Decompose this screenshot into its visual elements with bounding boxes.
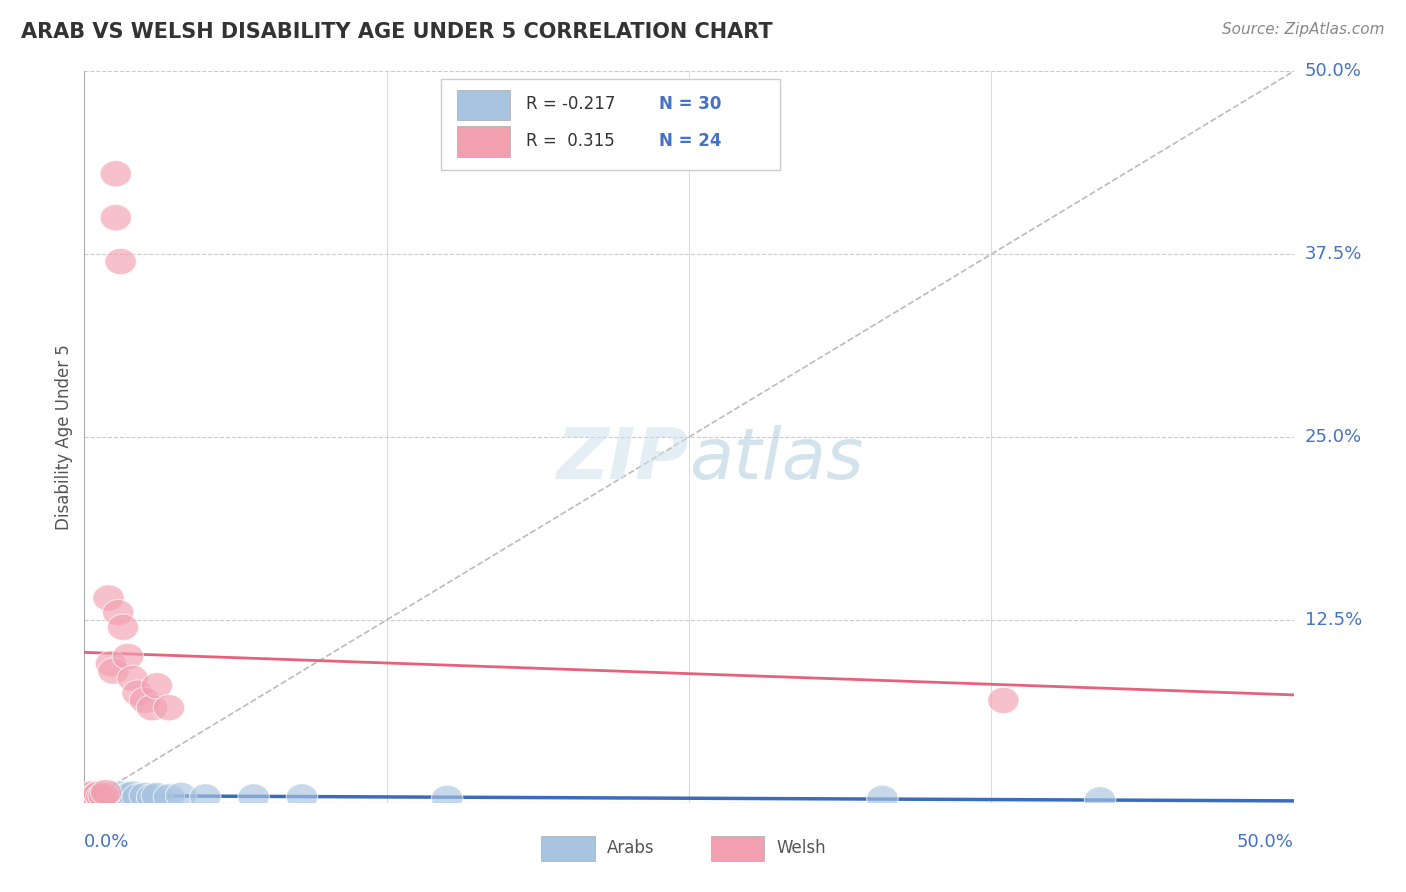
Ellipse shape <box>83 782 115 809</box>
Ellipse shape <box>987 687 1019 714</box>
Ellipse shape <box>190 784 221 810</box>
Text: 50.0%: 50.0% <box>1305 62 1361 80</box>
Text: Source: ZipAtlas.com: Source: ZipAtlas.com <box>1222 22 1385 37</box>
Ellipse shape <box>93 585 124 611</box>
Ellipse shape <box>79 784 110 810</box>
Text: Arabs: Arabs <box>607 839 654 857</box>
Ellipse shape <box>105 780 136 807</box>
Ellipse shape <box>103 599 134 626</box>
Ellipse shape <box>136 695 167 721</box>
FancyBboxPatch shape <box>541 836 595 861</box>
Ellipse shape <box>89 782 120 809</box>
Ellipse shape <box>166 782 197 809</box>
FancyBboxPatch shape <box>441 78 780 170</box>
Ellipse shape <box>153 784 184 810</box>
Ellipse shape <box>73 782 105 809</box>
Ellipse shape <box>112 643 143 670</box>
Text: 37.5%: 37.5% <box>1305 245 1362 263</box>
Text: 50.0%: 50.0% <box>1237 833 1294 851</box>
Ellipse shape <box>80 784 112 810</box>
Ellipse shape <box>103 782 134 809</box>
Text: Welsh: Welsh <box>776 839 825 857</box>
Ellipse shape <box>136 784 167 810</box>
Ellipse shape <box>96 650 127 677</box>
Text: ZIP: ZIP <box>557 425 689 493</box>
Ellipse shape <box>129 687 160 714</box>
Ellipse shape <box>80 782 112 809</box>
Text: ARAB VS WELSH DISABILITY AGE UNDER 5 CORRELATION CHART: ARAB VS WELSH DISABILITY AGE UNDER 5 COR… <box>21 22 773 42</box>
Ellipse shape <box>73 782 105 809</box>
Ellipse shape <box>117 780 149 807</box>
Ellipse shape <box>80 780 112 807</box>
Ellipse shape <box>90 782 122 809</box>
FancyBboxPatch shape <box>457 89 510 120</box>
Ellipse shape <box>141 673 173 699</box>
FancyBboxPatch shape <box>457 126 510 157</box>
Ellipse shape <box>105 248 136 275</box>
Ellipse shape <box>117 665 149 691</box>
Ellipse shape <box>1084 787 1116 813</box>
Y-axis label: Disability Age Under 5: Disability Age Under 5 <box>55 344 73 530</box>
Ellipse shape <box>76 784 107 810</box>
Ellipse shape <box>100 204 132 231</box>
Text: atlas: atlas <box>689 425 863 493</box>
Ellipse shape <box>287 784 318 810</box>
Text: R = -0.217: R = -0.217 <box>526 95 614 113</box>
Ellipse shape <box>141 782 173 809</box>
Ellipse shape <box>96 782 127 809</box>
Text: 12.5%: 12.5% <box>1305 611 1362 629</box>
Text: N = 24: N = 24 <box>659 132 721 150</box>
Text: 0.0%: 0.0% <box>84 833 129 851</box>
Ellipse shape <box>93 784 124 810</box>
Ellipse shape <box>107 784 139 810</box>
Ellipse shape <box>122 680 153 706</box>
Ellipse shape <box>90 780 122 805</box>
Ellipse shape <box>76 780 107 807</box>
Ellipse shape <box>129 782 160 809</box>
Ellipse shape <box>153 695 184 721</box>
Ellipse shape <box>89 780 120 807</box>
Ellipse shape <box>97 780 129 807</box>
Ellipse shape <box>238 784 270 810</box>
Ellipse shape <box>107 614 139 640</box>
Ellipse shape <box>86 784 117 810</box>
Ellipse shape <box>866 785 898 812</box>
Ellipse shape <box>122 784 153 810</box>
Ellipse shape <box>97 658 129 684</box>
Ellipse shape <box>100 784 132 810</box>
Ellipse shape <box>100 161 132 187</box>
FancyBboxPatch shape <box>710 836 763 861</box>
Ellipse shape <box>79 780 110 807</box>
Ellipse shape <box>112 782 143 809</box>
Text: R =  0.315: R = 0.315 <box>526 132 614 150</box>
Ellipse shape <box>432 785 463 812</box>
Ellipse shape <box>86 784 117 810</box>
Text: N = 30: N = 30 <box>659 95 721 113</box>
Text: 25.0%: 25.0% <box>1305 428 1362 446</box>
Ellipse shape <box>83 780 115 807</box>
